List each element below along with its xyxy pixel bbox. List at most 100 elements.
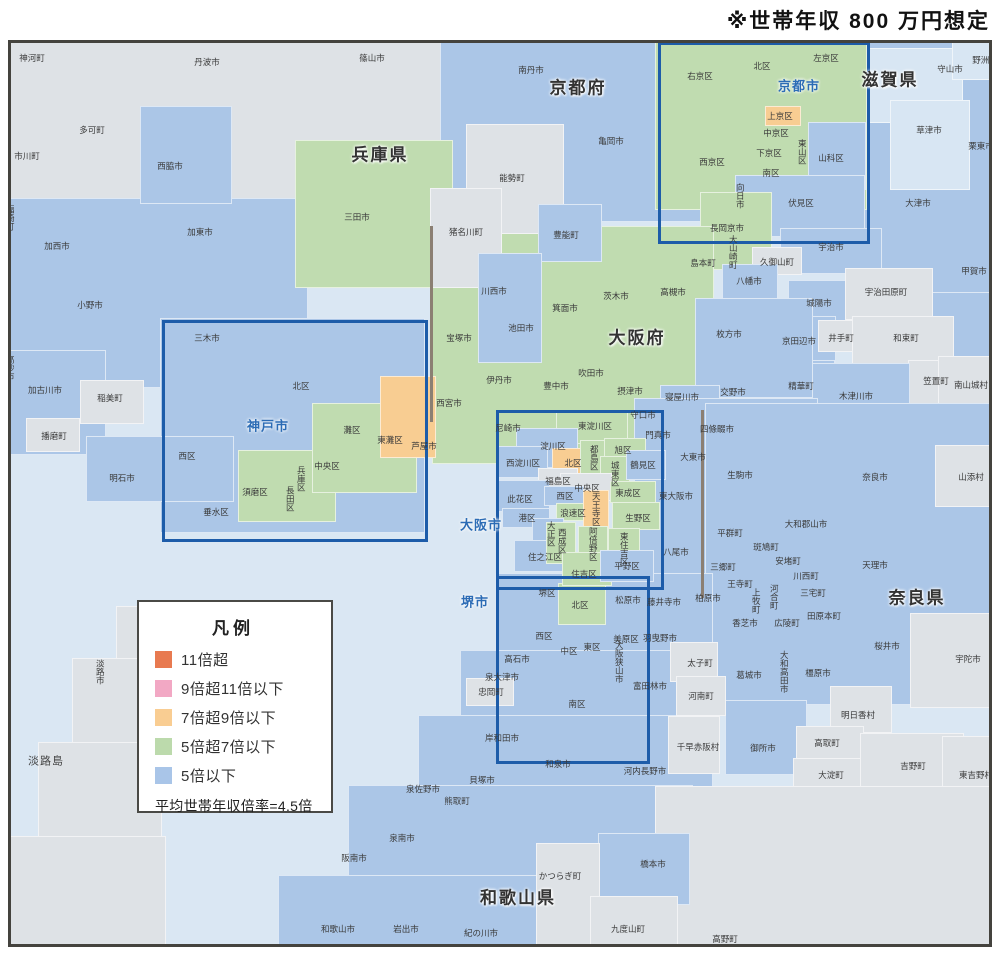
municipality-label: 猪名川町 xyxy=(448,226,484,237)
municipality-label: 亀岡市 xyxy=(598,135,624,146)
municipality-label: 忠岡町 xyxy=(478,686,504,697)
prefecture-label: 滋賀県 xyxy=(861,70,919,90)
municipality-label: 天理市 xyxy=(862,559,888,570)
municipality-label: 西成区 xyxy=(557,528,568,554)
region-patch xyxy=(295,140,453,288)
municipality-label: 丹波市 xyxy=(194,56,220,67)
municipality-label: 田原本町 xyxy=(806,610,842,621)
municipality-label: 西宮市 xyxy=(436,397,462,408)
municipality-label: 岩出市 xyxy=(393,923,419,934)
municipality-label: 堺区 xyxy=(538,587,556,598)
municipality-label: 篠山市 xyxy=(359,52,385,63)
municipality-label: 和歌山市 xyxy=(320,923,356,934)
municipality-label: 西区 xyxy=(535,630,553,641)
municipality-label: 東住吉区 xyxy=(619,532,630,566)
municipality-label: 中区 xyxy=(560,645,578,656)
municipality-label: 京田辺市 xyxy=(781,335,817,346)
municipality-label: 安堵町 xyxy=(775,555,801,566)
municipality-label: 河合町 xyxy=(769,584,780,610)
municipality-label: 久御山町 xyxy=(759,256,795,267)
municipality-label: 東山区 xyxy=(797,139,808,165)
municipality-label: 淀川区 xyxy=(540,440,566,451)
municipality-label: 生駒市 xyxy=(727,469,753,480)
municipality-label: 大東市 xyxy=(680,451,706,462)
region-patch xyxy=(655,786,989,944)
region-patch xyxy=(558,583,606,625)
municipality-label: 川西町 xyxy=(793,570,819,581)
legend-item: 9倍超11倍以下 xyxy=(155,678,325,699)
municipality-label: 川西市 xyxy=(481,285,507,296)
municipality-label: 宇治田原町 xyxy=(864,286,908,297)
municipality-label: 桜井市 xyxy=(874,640,900,651)
region-patch xyxy=(722,264,778,304)
municipality-label: 西京区 xyxy=(699,156,725,167)
municipality-label: 小野市 xyxy=(77,299,103,310)
region-patch xyxy=(598,833,690,905)
municipality-label: 芦屋市 xyxy=(411,440,437,451)
region-patch xyxy=(676,676,726,716)
municipality-label: 中央区 xyxy=(574,482,600,493)
municipality-label: 市川町 xyxy=(14,150,40,161)
municipality-label: 南丹市 xyxy=(518,64,544,75)
municipality-label: 和束町 xyxy=(893,332,919,343)
municipality-label: 東成区 xyxy=(615,487,641,498)
municipality-label: 長田区 xyxy=(285,486,296,512)
municipality-label: 摂津市 xyxy=(617,385,643,396)
city-label: 京都市 xyxy=(777,78,821,94)
region-patch xyxy=(830,686,892,733)
municipality-label: 中央区 xyxy=(314,460,340,471)
municipality-label: 八幡市 xyxy=(736,275,762,286)
region-patch xyxy=(140,106,232,204)
municipality-label: 向日市 xyxy=(735,183,746,209)
municipality-label: 住吉区 xyxy=(571,568,597,579)
municipality-label: 和泉市 xyxy=(545,758,571,769)
municipality-label: 港区 xyxy=(518,512,536,523)
municipality-label: 北区 xyxy=(292,380,310,391)
municipality-label: 西区 xyxy=(178,450,196,461)
municipality-label: 豊中市 xyxy=(543,380,569,391)
region-patch xyxy=(610,481,656,503)
municipality-label: 羽曳野市 xyxy=(642,632,678,643)
municipality-label: 葛城市 xyxy=(736,669,762,680)
municipality-label: 明石市 xyxy=(109,472,135,483)
municipality-label: 加古川市 xyxy=(27,384,63,395)
municipality-label: 東淀川区 xyxy=(577,420,613,431)
city-label: 神戸市 xyxy=(246,418,290,434)
municipality-label: 北区 xyxy=(753,60,771,71)
municipality-label: 北区 xyxy=(564,457,582,468)
municipality-label: 西淀川区 xyxy=(505,457,541,468)
municipality-label: 三郷町 xyxy=(710,561,736,572)
legend-swatch xyxy=(155,680,172,697)
municipality-label: 此花区 xyxy=(507,493,533,504)
region-patch xyxy=(952,43,989,80)
municipality-label: 豊能町 xyxy=(553,229,579,240)
municipality-label: 井手町 xyxy=(828,332,854,343)
region-patch xyxy=(845,268,933,320)
municipality-label: 広陵町 xyxy=(774,617,800,628)
municipality-label: 富田林市 xyxy=(632,680,668,691)
region-patch xyxy=(626,450,666,480)
municipality-label: 大山崎町 xyxy=(728,235,739,269)
municipality-label: 高取町 xyxy=(814,737,840,748)
municipality-label: 紀の川市 xyxy=(463,927,499,938)
prefecture-border xyxy=(701,410,704,598)
municipality-label: 三木市 xyxy=(194,332,220,343)
prefecture-label: 大阪府 xyxy=(608,328,666,348)
municipality-label: 河内長野市 xyxy=(623,765,667,776)
municipality-label: 貝塚市 xyxy=(469,774,495,785)
region-patch xyxy=(612,502,660,530)
municipality-label: 交野市 xyxy=(720,386,746,397)
municipality-label: 南区 xyxy=(762,167,780,178)
municipality-label: 浪速区 xyxy=(560,507,586,518)
municipality-label: 左京区 xyxy=(813,52,839,63)
kobe-city-outline xyxy=(162,320,428,542)
municipality-label: 四條畷市 xyxy=(699,423,735,434)
region-patch xyxy=(544,486,584,506)
legend-item-label: 9倍超11倍以下 xyxy=(181,681,284,698)
legend-items: 11倍超 9倍超11倍以下 7倍超9倍以下 5倍超7倍以下 5倍以下 xyxy=(155,649,325,786)
municipality-label: 守口市 xyxy=(630,409,656,420)
assumption-note: ※世帯年収 800 万円想定 xyxy=(726,10,990,33)
municipality-label: 上牧町 xyxy=(751,588,762,614)
municipality-label: 千早赤阪村 xyxy=(676,741,720,752)
municipality-label: 箕面市 xyxy=(552,302,578,313)
